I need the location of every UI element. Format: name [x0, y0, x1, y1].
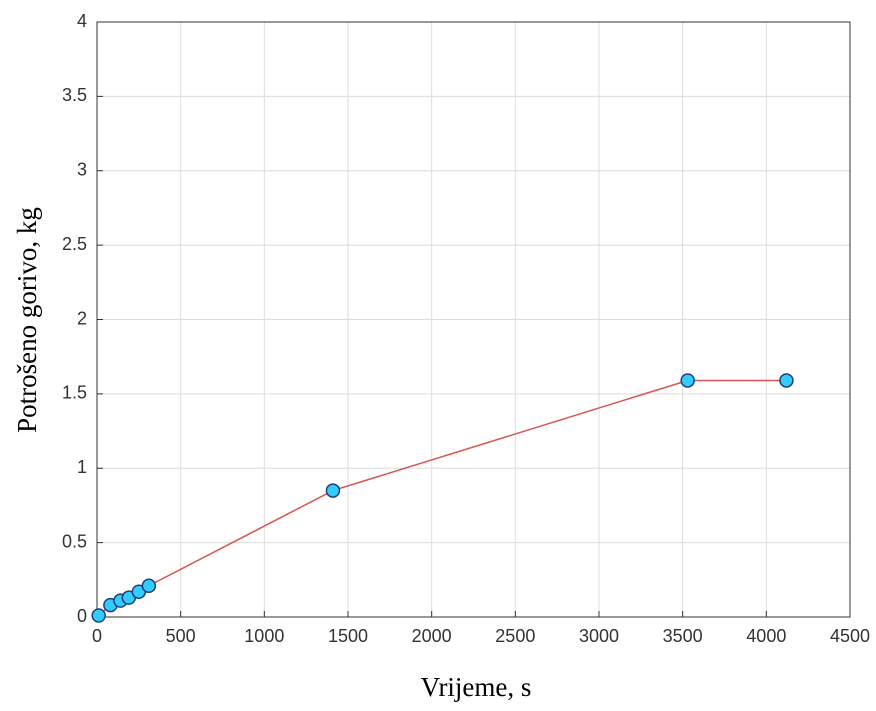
y-axis-label: Potrošeno gorivo, kg	[12, 207, 42, 433]
marker	[779, 373, 794, 388]
x-axis-label: Vrijeme, s	[421, 672, 532, 702]
x-tick-label: 4000	[746, 626, 786, 646]
x-tick-label: 3000	[579, 626, 619, 646]
x-tick-label: 1500	[328, 626, 368, 646]
x-tick-label: 3500	[663, 626, 703, 646]
marker	[680, 373, 695, 388]
y-tick-label: 0	[77, 606, 87, 626]
x-tick-label: 4500	[830, 626, 870, 646]
y-tick-label: 1	[77, 457, 87, 477]
y-tick-label: 2	[77, 308, 87, 328]
marker	[91, 608, 106, 623]
x-tick-label: 2000	[412, 626, 452, 646]
y-tick-label: 0.5	[62, 531, 87, 551]
y-tick-label: 3.5	[62, 85, 87, 105]
y-tick-label: 4	[77, 11, 87, 31]
x-tick-label: 2500	[495, 626, 535, 646]
x-tick-label: 1000	[244, 626, 284, 646]
marker	[141, 578, 157, 594]
marker	[325, 483, 341, 498]
x-tick-label: 0	[92, 626, 102, 646]
y-tick-label: 2.5	[62, 234, 87, 254]
y-tick-label: 1.5	[62, 383, 87, 403]
x-tick-label: 500	[166, 626, 196, 646]
y-tick-label: 3	[77, 160, 87, 180]
